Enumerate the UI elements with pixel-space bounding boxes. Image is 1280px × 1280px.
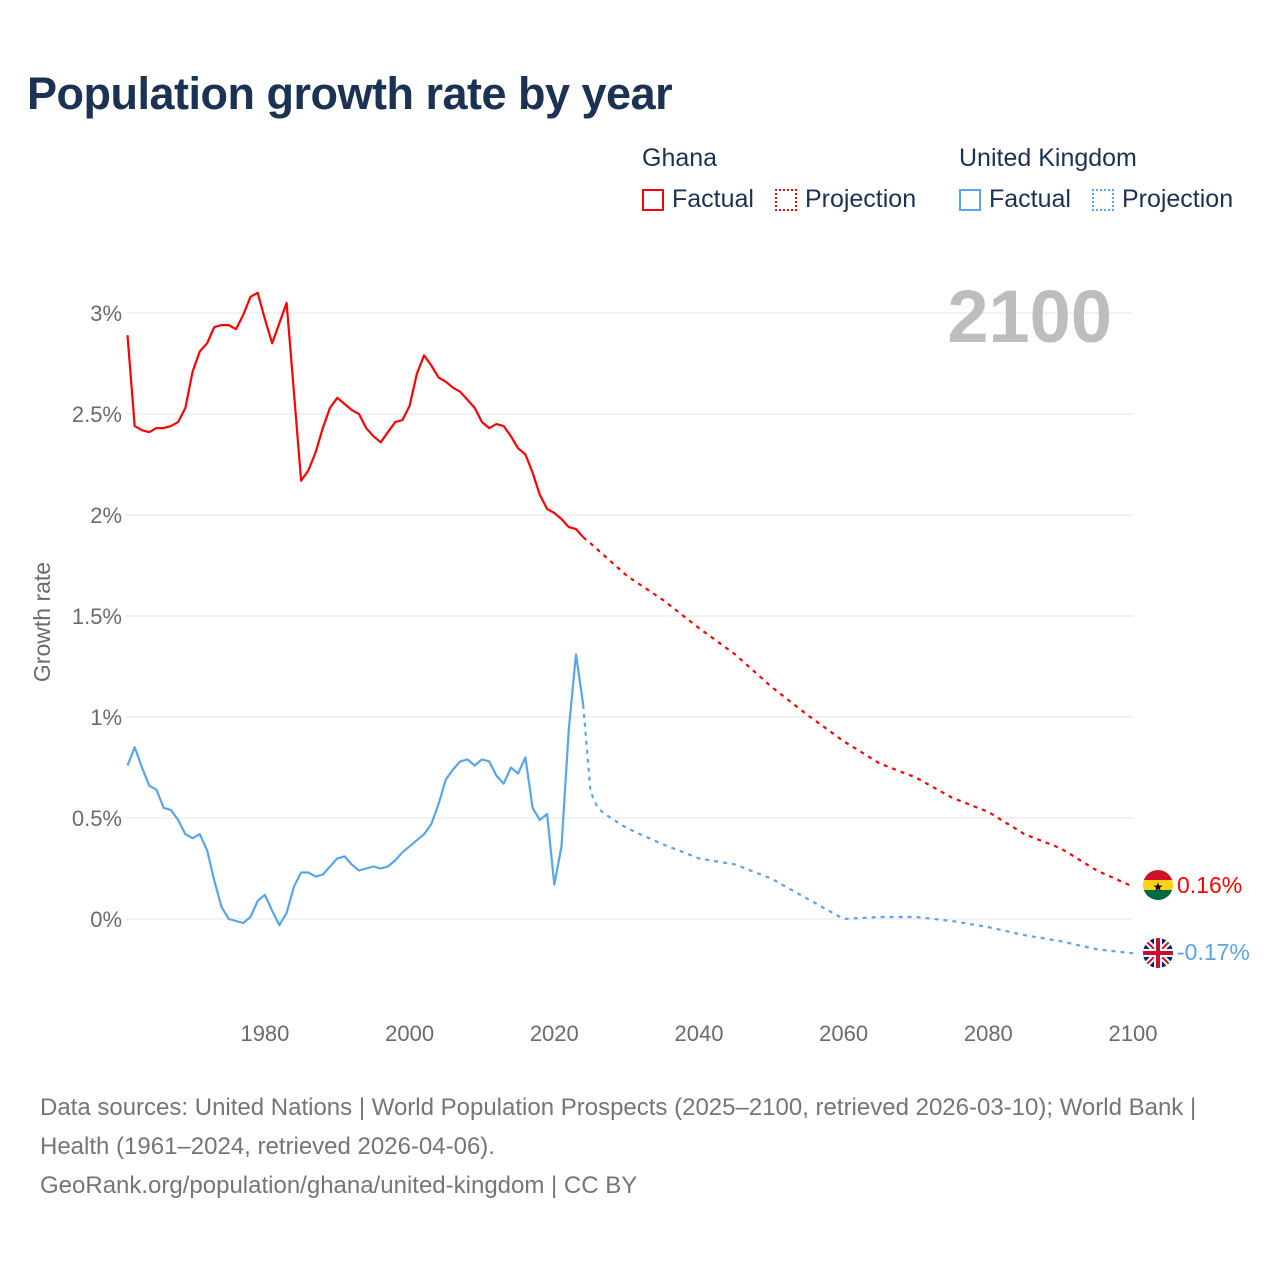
footer: Data sources: United Nations | World Pop… [40, 1088, 1240, 1205]
y-tick-label: 0.5% [72, 806, 122, 831]
legend-label: Factual [989, 185, 1071, 213]
x-tick-label: 2080 [964, 1021, 1013, 1046]
x-tick-label: 2040 [674, 1021, 723, 1046]
y-tick-label: 2.5% [72, 402, 122, 427]
series-line-ghana-projection [582, 536, 1134, 888]
legend-ghana: Ghana Factual Projection [642, 144, 930, 218]
legend-label: Factual [672, 185, 754, 213]
legend-uk: United Kingdom Factual Projection [959, 144, 1247, 218]
x-tick-label: 1980 [240, 1021, 289, 1046]
source-link[interactable]: GeoRank.org/population/ghana/united-king… [40, 1172, 638, 1199]
legend-swatch-dotted [1091, 188, 1114, 211]
series-line-united-kingdom-projection [582, 704, 1134, 955]
data-sources: Data sources: United Nations | World Pop… [40, 1094, 1197, 1160]
uk-flag-icon [1143, 938, 1173, 968]
legend-uk-projection[interactable]: Projection [1091, 185, 1234, 214]
legend-ghana-projection[interactable]: Projection [774, 185, 917, 214]
ghana-end-label: 0.16% [1177, 872, 1242, 898]
x-tick-label: 2000 [385, 1021, 434, 1046]
legend-ghana-factual[interactable]: Factual [642, 185, 754, 214]
legend-group-title: Ghana [642, 144, 718, 172]
y-tick-label: 1.5% [72, 604, 122, 629]
line-chart: 0% 0.5% 1% 1.5% 2% 2.5% 3% 1980 2000 2020 2040 2060… [29, 275, 1250, 1046]
svg-text:★: ★ [1153, 880, 1164, 894]
legend-swatch-dotted [774, 188, 797, 211]
series-line-ghana-factual [126, 291, 585, 538]
x-tick-label: 2100 [1109, 1021, 1158, 1046]
x-tick-label: 2020 [530, 1021, 579, 1046]
x-tick-label: 2060 [819, 1021, 868, 1046]
y-tick-label: 3% [90, 301, 122, 326]
legend-swatch-solid [959, 188, 981, 211]
legend-swatch-solid [642, 188, 664, 211]
year-marker: 2100 [947, 275, 1112, 358]
legend-group-title: United Kingdom [959, 144, 1137, 172]
ghana-flag-icon: ★ [1143, 870, 1173, 900]
y-axis-label: Growth rate [29, 562, 55, 682]
page-title: Population growth rate by year [27, 68, 673, 119]
legend-uk-factual[interactable]: Factual [959, 185, 1071, 214]
legend-label: Projection [804, 185, 917, 213]
y-tick-label: 2% [90, 503, 122, 528]
legend-label: Projection [1121, 185, 1234, 213]
series-line-united-kingdom-factual [126, 653, 585, 927]
y-tick-label: 0% [90, 907, 122, 932]
y-tick-label: 1% [90, 705, 122, 730]
uk-end-label: -0.17% [1177, 939, 1250, 965]
